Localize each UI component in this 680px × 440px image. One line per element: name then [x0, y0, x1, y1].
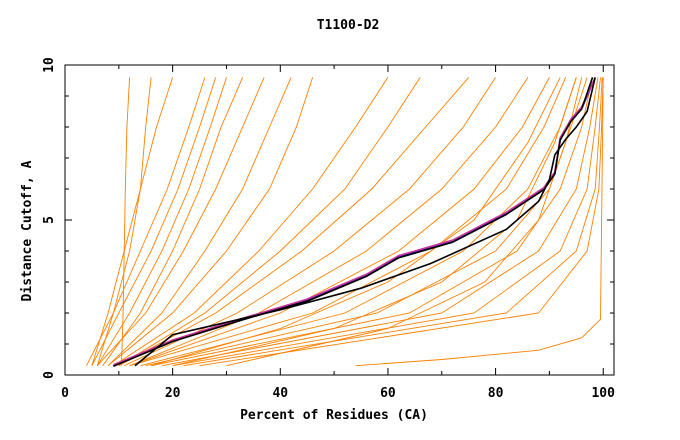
tick-layer: 0 20 40 60 80 100 0 5 10	[42, 57, 615, 401]
x-tick-label-80: 80	[488, 386, 504, 401]
series-line-0	[121, 77, 131, 366]
series-line-11	[118, 77, 421, 367]
series-line-20	[161, 77, 599, 367]
series-line-15	[129, 77, 550, 367]
series-line-7	[96, 77, 265, 367]
y-tick-label-10: 10	[42, 57, 57, 73]
y-tick-label-0: 0	[42, 371, 57, 379]
x-tick-label-0: 0	[61, 386, 69, 401]
series-line-16	[129, 77, 567, 367]
x-axis-label: Percent of Residues (CA)	[240, 408, 428, 423]
x-tick-label-60: 60	[380, 386, 396, 401]
y-axis-label: Distance Cutoff, A	[20, 160, 35, 301]
series-line-26	[172, 77, 577, 367]
series-line-22	[183, 77, 603, 367]
series-line-3	[86, 77, 206, 366]
series-line-13	[124, 77, 496, 367]
series-line-21	[172, 77, 601, 367]
series-line-30	[134, 77, 596, 367]
series-line-27	[150, 77, 561, 367]
series-line-12	[118, 77, 470, 367]
series-line-29	[113, 77, 596, 366]
chart-title: T1100-D2	[317, 18, 380, 33]
series-line-23	[199, 77, 604, 367]
x-tick-label-40: 40	[272, 386, 288, 401]
series-line-31	[113, 77, 594, 368]
series-line-4	[91, 77, 217, 366]
series-layer	[86, 77, 604, 368]
series-line-1	[96, 77, 152, 366]
series-line-5	[96, 77, 227, 366]
series-line-25	[226, 77, 583, 367]
series-line-2	[91, 77, 174, 366]
series-line-8	[107, 77, 292, 367]
series-line-17	[140, 77, 577, 367]
series-line-9	[107, 77, 314, 367]
x-tick-label-20: 20	[165, 386, 181, 401]
series-line-24	[355, 77, 604, 367]
y-tick-label-5: 5	[42, 216, 57, 224]
x-tick-label-100: 100	[591, 386, 615, 401]
series-line-6	[102, 77, 244, 366]
series-line-10	[113, 77, 389, 367]
